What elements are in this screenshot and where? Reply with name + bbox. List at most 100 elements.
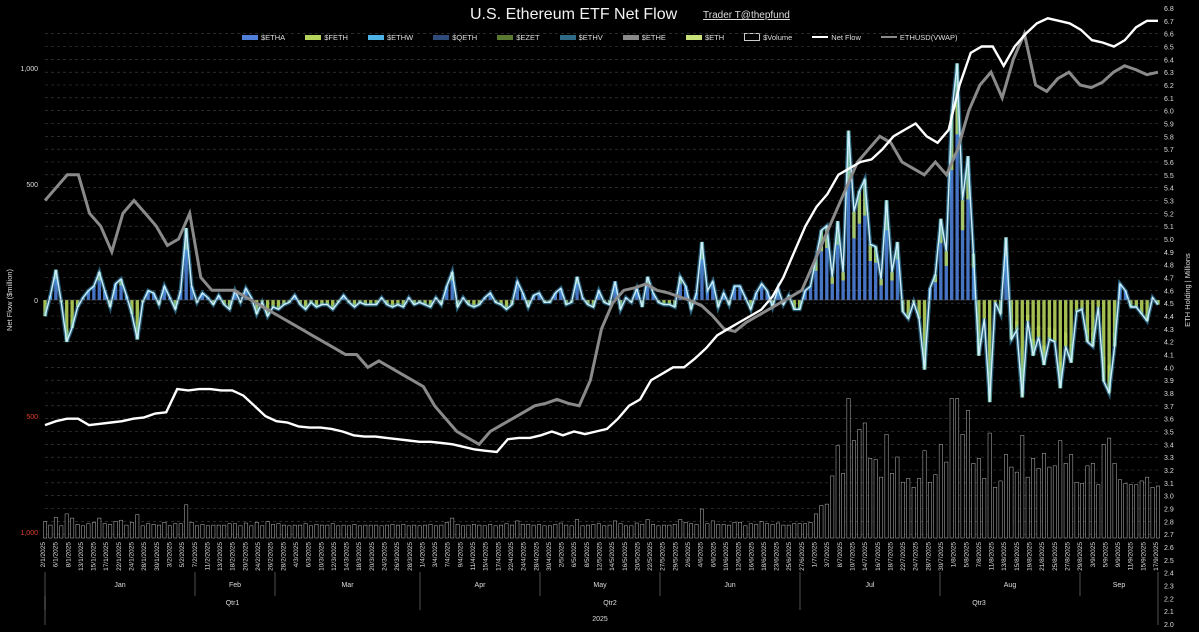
volume-bar (754, 524, 759, 539)
date-label: 2/6/2025 (685, 542, 692, 568)
volume-bar (705, 523, 710, 539)
date-label: 12/5/2025 (597, 542, 604, 571)
credit-link[interactable]: Trader T@thepfund (703, 10, 790, 21)
volume-bar (102, 523, 107, 539)
volume-bar (890, 473, 894, 539)
date-label: 18/7/2025 (887, 542, 894, 571)
legend-item: $ETHV (559, 31, 603, 43)
flow-bar (993, 300, 997, 303)
flow-bar (396, 300, 400, 305)
date-label: 3/4/2025 (432, 542, 439, 568)
y2-tick-label: 2.5 (1164, 558, 1174, 565)
date-label: 6/5/2025 (571, 542, 578, 568)
flow-bar-feth (944, 251, 948, 266)
flow-bar (1020, 300, 1024, 398)
volume-bar (243, 522, 248, 539)
flow-bar (922, 300, 927, 370)
flow-bar (1102, 300, 1106, 382)
date-label: 7/2/2025 (192, 542, 199, 568)
legend-label: $ETHE (641, 32, 666, 42)
date-label: 13/1/2025 (78, 542, 85, 571)
volume-bar (43, 521, 47, 539)
volume-bar (1085, 465, 1090, 539)
flow-bar (988, 300, 992, 403)
volume-bar (75, 524, 80, 539)
volume-bar (146, 523, 151, 539)
y2-tick-label: 3.2 (1164, 468, 1174, 475)
flow-bar (325, 300, 329, 305)
legend-swatch (880, 36, 897, 38)
flow-bar (363, 300, 368, 305)
volume-bar (884, 434, 889, 539)
flow-bar (1026, 300, 1030, 321)
volume-bar (911, 486, 916, 539)
flow-bar (662, 300, 666, 305)
date-label: 15/1/2025 (91, 542, 98, 571)
volume-bar (1150, 486, 1155, 539)
volume-bar (309, 525, 313, 539)
y2-tick-label: 5.9 (1164, 122, 1174, 129)
volume-bar (173, 523, 178, 539)
y2-tick-label: 3.8 (1164, 391, 1174, 398)
volume-bar (379, 525, 384, 539)
volume-bar (1058, 440, 1063, 539)
y-tick-label: 500 (26, 182, 38, 189)
legend-label: $ETH (704, 32, 725, 42)
y2-tick-label: 3.0 (1164, 494, 1174, 501)
volume-bar (461, 525, 465, 539)
legend-swatch (812, 36, 829, 38)
flow-bar-feth (852, 211, 856, 239)
y2-tick-label: 6.4 (1164, 57, 1174, 64)
volume-bar (140, 525, 145, 539)
volume-bar (347, 525, 351, 539)
volume-bar (928, 481, 932, 539)
volume-bar (1025, 476, 1030, 539)
date-label: 25/8/2025 (1052, 542, 1059, 571)
date-label: 5/9/2025 (1102, 542, 1109, 568)
date-label: 28/1/2025 (141, 542, 148, 571)
date-label: 24/4/2025 (521, 542, 528, 571)
flow-bar (960, 200, 965, 300)
volume-bar (933, 474, 938, 539)
flow-bar (846, 130, 851, 300)
flow-bar (54, 269, 58, 300)
legend-label: $EZET (516, 32, 540, 42)
volume-bar (873, 459, 878, 539)
volume-bar (1042, 452, 1046, 539)
date-label: 10/7/2025 (849, 542, 856, 571)
volume-bar (797, 523, 802, 539)
flow-bar (955, 63, 959, 300)
flow-bar (1085, 300, 1090, 342)
flow-bar-feth (1064, 332, 1068, 347)
volume-bar (167, 525, 172, 539)
month-label: Apr (475, 582, 487, 589)
date-label: 24/1/2025 (129, 542, 136, 571)
volume-bar (412, 524, 417, 539)
flow-bar-feth (1026, 314, 1030, 321)
volume-bar (662, 524, 666, 539)
flow-bar (819, 230, 824, 300)
date-label: 7/8/2025 (976, 542, 983, 568)
flow-bar (1053, 300, 1057, 342)
month-label: Jul (866, 582, 875, 589)
date-label: 10/3/2025 (318, 542, 325, 571)
date-label: 24/3/2025 (381, 542, 388, 571)
volume-bar (271, 524, 275, 539)
date-label: 16/7/2025 (875, 542, 882, 571)
flow-bar (70, 300, 74, 328)
flow-bar (852, 211, 856, 300)
volume-bar (786, 524, 791, 539)
date-label: 9/9/2025 (1115, 542, 1122, 568)
volume-bar (276, 523, 281, 539)
volume-bar (48, 524, 53, 539)
date-label: 18/6/2025 (761, 542, 768, 571)
volume-bar (303, 523, 308, 539)
volume-bar (1123, 483, 1128, 539)
flow-bar (917, 300, 921, 319)
volume-bar (689, 523, 694, 539)
volume-bar (298, 524, 303, 539)
volume-bar (1020, 435, 1025, 539)
y2-tick-label: 2.9 (1164, 507, 1174, 514)
date-label: 6/3/2025 (306, 542, 313, 568)
volume-bar (91, 522, 96, 539)
